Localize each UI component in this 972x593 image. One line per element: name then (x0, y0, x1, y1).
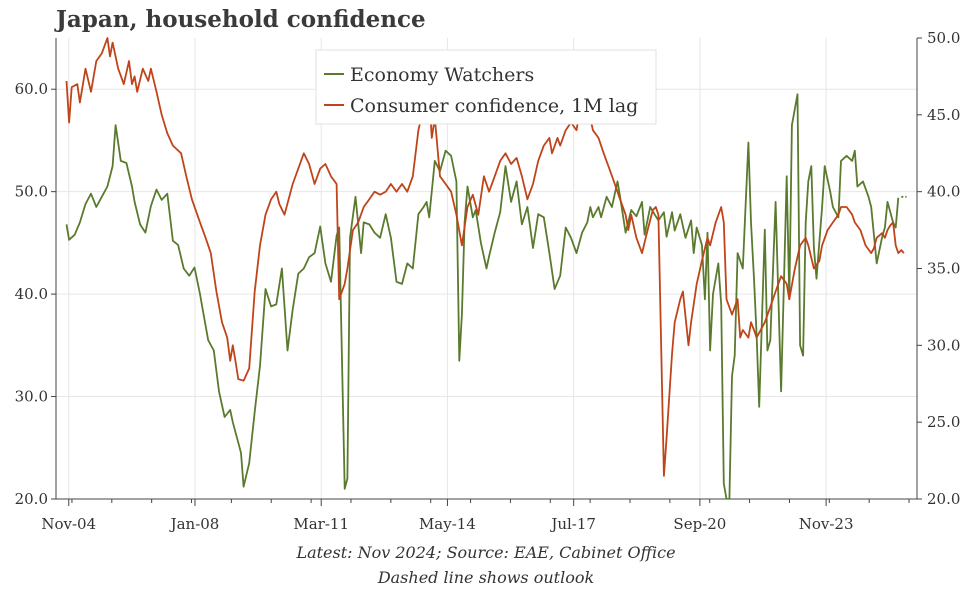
x-tick-label: May-14 (419, 515, 476, 533)
series-line-economy-watchers (65, 93, 900, 499)
x-tick-label: Nov-04 (41, 515, 96, 533)
series-line-consumer-confidence (65, 37, 905, 477)
y-left-tick-label: 50.0 (15, 183, 48, 201)
chart-footer-note: Latest: Nov 2024; Source: EAE, Cabinet O… (295, 543, 675, 562)
y-right-tick-label: 35.0 (927, 260, 960, 278)
x-tick-label: Jan-08 (169, 515, 220, 533)
chart-footer-note: Dashed line shows outlook (377, 568, 594, 587)
y-right-tick-label: 45.0 (927, 106, 960, 124)
x-tick-label: Nov-23 (799, 515, 854, 533)
y-right-tick-label: 25.0 (927, 413, 960, 431)
legend-label: Economy Watchers (350, 64, 534, 86)
x-tick-label: Jul-17 (549, 515, 596, 533)
y-right-tick-label: 50.0 (927, 29, 960, 47)
y-left-tick-label: 60.0 (15, 80, 48, 98)
x-tick-label: Mar-11 (293, 515, 349, 533)
y-left-tick-label: 40.0 (15, 285, 48, 303)
legend-label: Consumer confidence, 1M lag (350, 95, 638, 117)
x-tick-label: Sep-20 (673, 515, 726, 533)
legend-box (315, 49, 657, 125)
chart-title: Japan, household confidence (56, 6, 426, 33)
y-right-tick-label: 20.0 (927, 490, 960, 508)
y-left-tick-label: 30.0 (15, 388, 48, 406)
y-right-tick-label: 40.0 (927, 183, 960, 201)
y-right-tick-label: 30.0 (927, 336, 960, 354)
y-left-tick-label: 20.0 (15, 490, 48, 508)
